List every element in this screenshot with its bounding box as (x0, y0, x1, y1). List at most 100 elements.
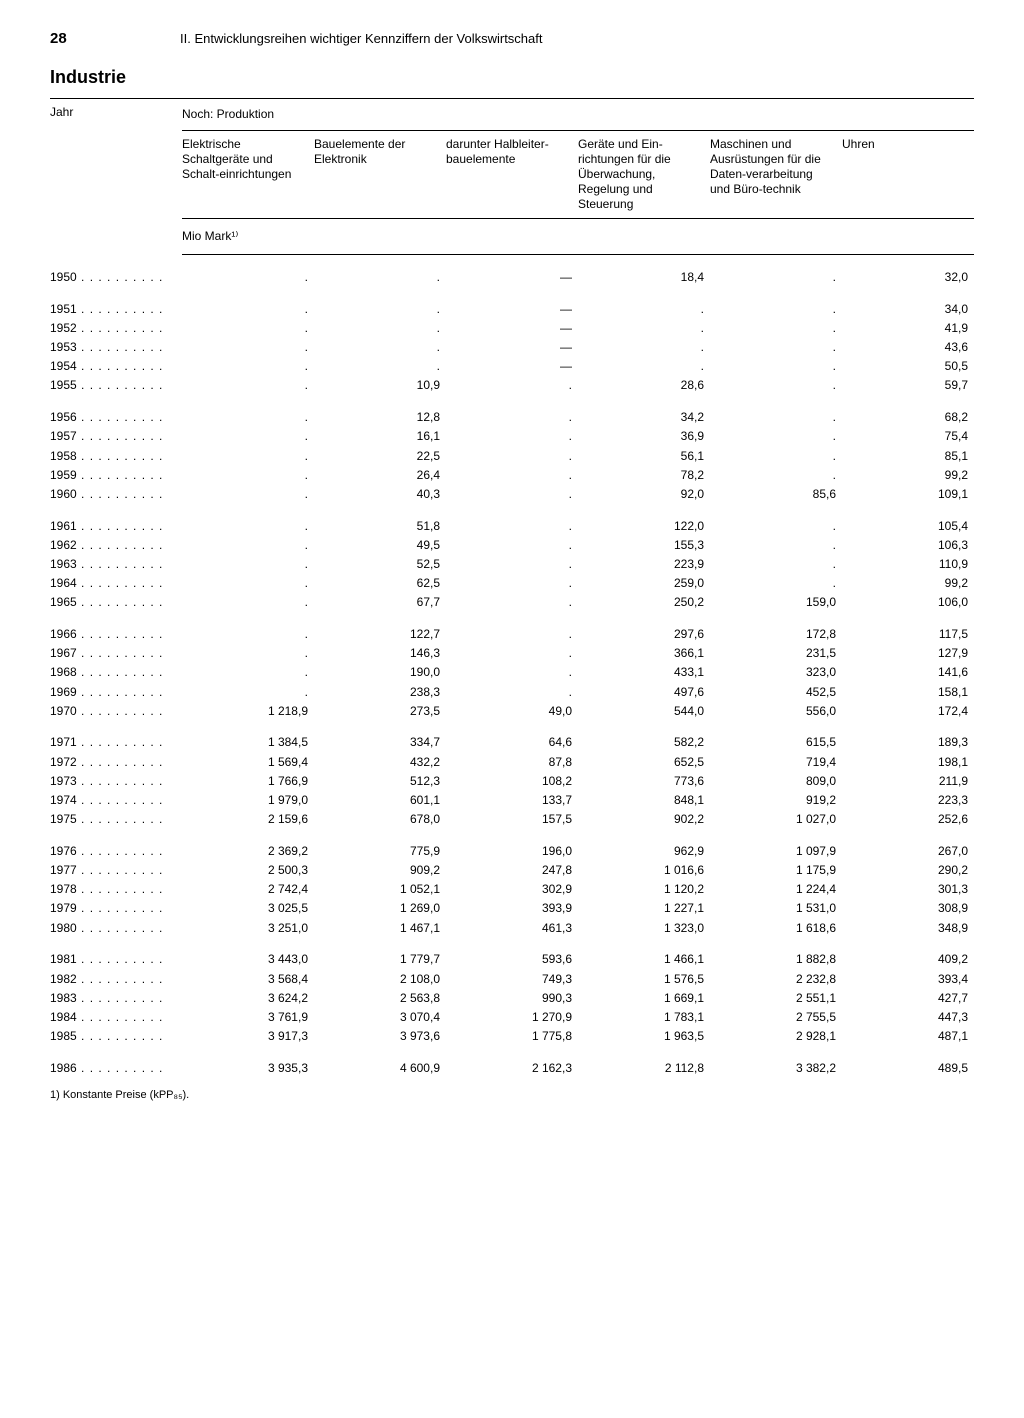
year-cell: 1953 . . . . . . . . . . (50, 338, 182, 357)
data-cell: 1 227,1 (578, 899, 710, 918)
data-cell: . (446, 376, 578, 395)
data-cell: 3 382,2 (710, 1046, 842, 1078)
table-row: 1978 . . . . . . . . . .2 742,41 052,130… (50, 880, 974, 899)
col-header-1: Bauelemente der Elektronik (314, 131, 446, 219)
data-cell: . (182, 318, 314, 337)
data-cell: . (182, 446, 314, 465)
data-cell: 34,2 (578, 395, 710, 427)
data-cell: 393,9 (446, 899, 578, 918)
data-cell: 3 070,4 (314, 1007, 446, 1026)
table-row: 1957 . . . . . . . . . ..16,1.36,9.75,4 (50, 427, 974, 446)
data-cell: 1 175,9 (710, 861, 842, 880)
table-row: 1985 . . . . . . . . . .3 917,33 973,61 … (50, 1027, 974, 1046)
data-cell: 1 882,8 (710, 937, 842, 969)
data-cell: 497,6 (578, 682, 710, 701)
data-cell: . (446, 593, 578, 612)
data-cell: 1 016,6 (578, 861, 710, 880)
data-cell: . (446, 395, 578, 427)
data-cell: 92,0 (578, 484, 710, 503)
data-cell: 172,8 (710, 612, 842, 644)
data-cell: 749,3 (446, 969, 578, 988)
year-cell: 1981 . . . . . . . . . . (50, 937, 182, 969)
data-cell: 919,2 (710, 791, 842, 810)
data-cell: 615,5 (710, 720, 842, 752)
data-cell: 157,5 (446, 810, 578, 829)
data-cell: 133,7 (446, 791, 578, 810)
data-cell: . (446, 682, 578, 701)
header-row-cols: Elektrische Schaltgeräte und Schalt-einr… (50, 131, 974, 219)
data-cell: 78,2 (578, 465, 710, 484)
data-cell: 348,9 (842, 918, 974, 937)
data-cell: 1 618,6 (710, 918, 842, 937)
data-cell: 3 251,0 (182, 918, 314, 937)
data-cell: 1 097,9 (710, 829, 842, 861)
data-cell: . (710, 338, 842, 357)
data-cell: 393,4 (842, 969, 974, 988)
page-header: 28 II. Entwicklungsreihen wichtiger Kenn… (50, 30, 974, 47)
table-row: 1974 . . . . . . . . . .1 979,0601,1133,… (50, 791, 974, 810)
data-cell: 2 755,5 (710, 1007, 842, 1026)
data-cell: 106,3 (842, 535, 974, 554)
data-cell: 146,3 (314, 644, 446, 663)
data-cell: . (182, 644, 314, 663)
data-cell: . (314, 357, 446, 376)
data-cell: . (710, 255, 842, 287)
data-cell: 196,0 (446, 829, 578, 861)
data-cell: 2 563,8 (314, 988, 446, 1007)
data-cell: 3 025,5 (182, 899, 314, 918)
year-cell: 1984 . . . . . . . . . . (50, 1007, 182, 1026)
table-row: 1976 . . . . . . . . . .2 369,2775,9196,… (50, 829, 974, 861)
year-cell: 1960 . . . . . . . . . . (50, 484, 182, 503)
year-cell: 1979 . . . . . . . . . . (50, 899, 182, 918)
col-year-header: Jahr (50, 99, 182, 219)
year-cell: 1977 . . . . . . . . . . (50, 861, 182, 880)
table-row: 1954 . . . . . . . . . ...—..50,5 (50, 357, 974, 376)
year-cell: 1958 . . . . . . . . . . (50, 446, 182, 465)
data-cell: . (314, 287, 446, 319)
table-row: 1961 . . . . . . . . . ..51,8.122,0.105,… (50, 504, 974, 536)
data-cell: . (710, 446, 842, 465)
table-row: 1972 . . . . . . . . . .1 569,4432,287,8… (50, 752, 974, 771)
data-cell: 158,1 (842, 682, 974, 701)
data-cell: 334,7 (314, 720, 446, 752)
data-cell: 1 783,1 (578, 1007, 710, 1026)
table-row: 1980 . . . . . . . . . .3 251,01 467,146… (50, 918, 974, 937)
unit-label: Mio Mark¹⁾ (182, 219, 974, 255)
data-cell: . (182, 682, 314, 701)
data-cell: 1 576,5 (578, 969, 710, 988)
table-row: 1984 . . . . . . . . . .3 761,93 070,41 … (50, 1007, 974, 1026)
data-cell: . (314, 318, 446, 337)
unit-row: Mio Mark¹⁾ (50, 219, 974, 255)
data-cell: 189,3 (842, 720, 974, 752)
data-cell: 1 466,1 (578, 937, 710, 969)
data-cell: . (182, 287, 314, 319)
data-cell: 1 120,2 (578, 880, 710, 899)
data-cell: 902,2 (578, 810, 710, 829)
data-cell: 51,8 (314, 504, 446, 536)
data-cell: . (182, 663, 314, 682)
data-cell: 85,1 (842, 446, 974, 465)
data-cell: 49,0 (446, 701, 578, 720)
data-cell: 122,7 (314, 612, 446, 644)
table-row: 1986 . . . . . . . . . .3 935,34 600,92 … (50, 1046, 974, 1078)
data-cell: 433,1 (578, 663, 710, 682)
data-cell: 87,8 (446, 752, 578, 771)
data-cell: 64,6 (446, 720, 578, 752)
data-cell: 172,4 (842, 701, 974, 720)
data-cell: 990,3 (446, 988, 578, 1007)
year-cell: 1973 . . . . . . . . . . (50, 771, 182, 790)
data-cell: 4 600,9 (314, 1046, 446, 1078)
data-cell: 67,7 (314, 593, 446, 612)
data-cell: . (710, 427, 842, 446)
table-row: 1951 . . . . . . . . . ...—..34,0 (50, 287, 974, 319)
data-cell: . (182, 465, 314, 484)
data-cell: 34,0 (842, 287, 974, 319)
year-cell: 1956 . . . . . . . . . . (50, 395, 182, 427)
data-cell: 2 928,1 (710, 1027, 842, 1046)
data-cell: 290,2 (842, 861, 974, 880)
data-cell: 75,4 (842, 427, 974, 446)
data-cell: 68,2 (842, 395, 974, 427)
data-cell: 99,2 (842, 574, 974, 593)
table-row: 1959 . . . . . . . . . ..26,4.78,2.99,2 (50, 465, 974, 484)
table-row: 1973 . . . . . . . . . .1 766,9512,3108,… (50, 771, 974, 790)
